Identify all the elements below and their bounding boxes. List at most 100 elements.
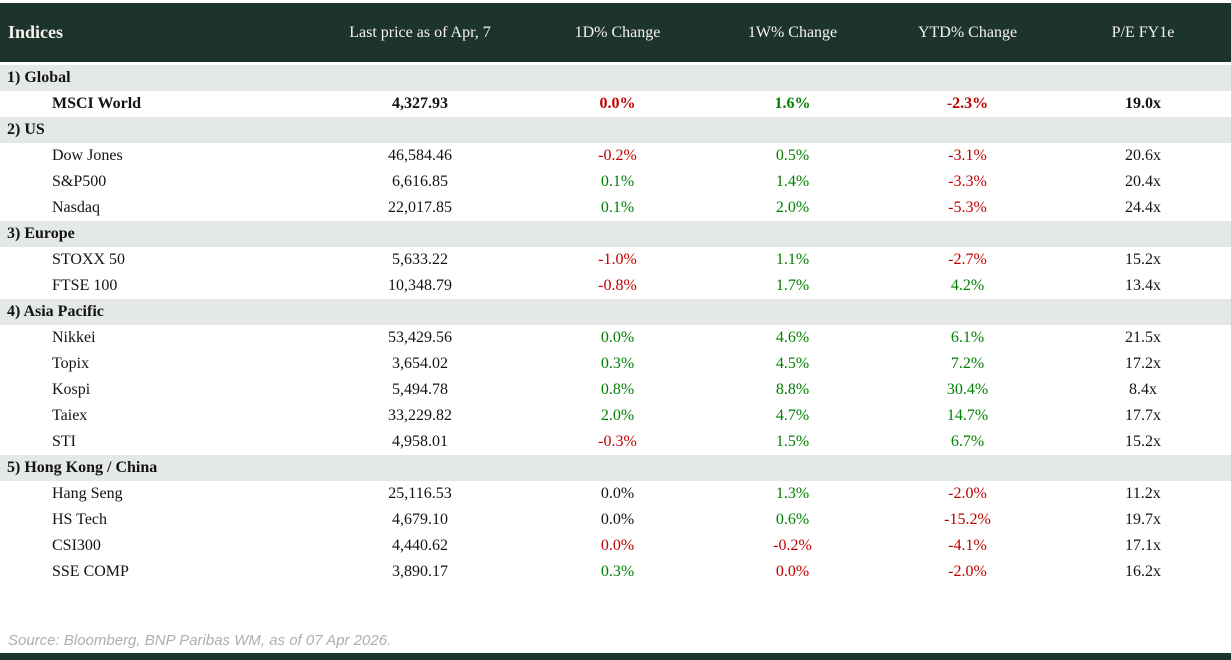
table-row: Nikkei 53,429.56 0.0% 4.6% 6.1% 21.5x bbox=[0, 325, 1231, 351]
index-name-cell: Dow Jones bbox=[52, 147, 123, 164]
column-header-pe-fy1e: P/E FY1e bbox=[1111, 23, 1175, 41]
section-header-row: 5) Hong Kong / China bbox=[0, 455, 1231, 481]
index-name-cell: SSE COMP bbox=[52, 563, 129, 580]
last-price-cell: 3,890.17 bbox=[392, 563, 448, 580]
table-title: Indices bbox=[8, 22, 64, 42]
last-price-cell: 5,633.22 bbox=[392, 251, 448, 268]
index-name-cell: MSCI World bbox=[52, 95, 142, 112]
w1-change-cell: 1.4% bbox=[775, 173, 810, 190]
w1-change-cell: 4.6% bbox=[775, 329, 810, 346]
index-name-cell: Topix bbox=[52, 355, 90, 372]
ytd-change-cell: -2.0% bbox=[948, 485, 987, 502]
column-header-last-price: Last price as of Apr, 7 bbox=[349, 23, 491, 41]
last-price-cell: 4,327.93 bbox=[392, 95, 448, 112]
ytd-change-cell: -2.3% bbox=[946, 95, 989, 112]
d1-change-cell: 0.0% bbox=[599, 95, 636, 112]
ytd-change-cell: 4.2% bbox=[950, 277, 985, 294]
d1-change-cell: 0.0% bbox=[600, 537, 635, 554]
d1-change-cell: -1.0% bbox=[598, 251, 637, 268]
section-header-row: 3) Europe bbox=[0, 221, 1231, 247]
w1-change-cell: 8.8% bbox=[775, 381, 810, 398]
w1-change-cell: 1.7% bbox=[775, 277, 810, 294]
pe-fy1e-cell: 21.5x bbox=[1125, 329, 1161, 346]
ytd-change-cell: 6.7% bbox=[950, 433, 985, 450]
index-name-cell: STI bbox=[52, 433, 76, 450]
last-price-cell: 22,017.85 bbox=[388, 199, 452, 216]
index-name-cell: CSI300 bbox=[52, 537, 101, 554]
d1-change-cell: 0.0% bbox=[600, 485, 635, 502]
last-price-cell: 46,584.46 bbox=[388, 147, 452, 164]
table-row: MSCI World 4,327.93 0.0% 1.6% -2.3% 19.0x bbox=[0, 91, 1231, 117]
w1-change-cell: -0.2% bbox=[773, 537, 812, 554]
index-name-cell: HS Tech bbox=[52, 511, 108, 528]
table-row: Topix 3,654.02 0.3% 4.5% 7.2% 17.2x bbox=[0, 351, 1231, 377]
d1-change-cell: 0.0% bbox=[600, 511, 635, 528]
w1-change-cell: 4.7% bbox=[775, 407, 810, 424]
table-row: Taiex 33,229.82 2.0% 4.7% 14.7% 17.7x bbox=[0, 403, 1231, 429]
w1-change-cell: 1.1% bbox=[775, 251, 810, 268]
ytd-change-cell: -2.7% bbox=[948, 251, 987, 268]
last-price-cell: 25,116.53 bbox=[388, 485, 452, 502]
ytd-change-cell: -2.0% bbox=[948, 563, 987, 580]
pe-fy1e-cell: 24.4x bbox=[1125, 199, 1161, 216]
last-price-cell: 6,616.85 bbox=[392, 173, 448, 190]
last-price-cell: 3,654.02 bbox=[392, 355, 448, 372]
source-attribution: Source: Bloomberg, BNP Paribas WM, as of… bbox=[8, 632, 392, 649]
ytd-change-cell: 30.4% bbox=[946, 381, 989, 398]
index-name-cell: FTSE 100 bbox=[52, 277, 118, 294]
table-row: Nasdaq 22,017.85 0.1% 2.0% -5.3% 24.4x bbox=[0, 195, 1231, 221]
w1-change-cell: 1.3% bbox=[775, 485, 810, 502]
w1-change-cell: 2.0% bbox=[775, 199, 810, 216]
index-name-cell: Taiex bbox=[52, 407, 88, 424]
d1-change-cell: 0.1% bbox=[600, 199, 635, 216]
column-header-1d-change: 1D% Change bbox=[574, 23, 661, 41]
w1-change-cell: 0.0% bbox=[775, 563, 810, 580]
table-row: Dow Jones 46,584.46 -0.2% 0.5% -3.1% 20.6x bbox=[0, 143, 1231, 169]
w1-change-cell: 0.6% bbox=[775, 511, 810, 528]
ytd-change-cell: 14.7% bbox=[946, 407, 989, 424]
index-name-cell: Hang Seng bbox=[52, 485, 123, 502]
last-price-cell: 53,429.56 bbox=[388, 329, 452, 346]
ytd-change-cell: -3.1% bbox=[948, 147, 987, 164]
index-name-cell: STOXX 50 bbox=[52, 251, 126, 268]
pe-fy1e-cell: 20.6x bbox=[1125, 147, 1161, 164]
table-row: HS Tech 4,679.10 0.0% 0.6% -15.2% 19.7x bbox=[0, 507, 1231, 533]
w1-change-cell: 1.5% bbox=[775, 433, 810, 450]
d1-change-cell: 0.0% bbox=[600, 329, 635, 346]
column-header-1w-change: 1W% Change bbox=[747, 23, 838, 41]
table-row: Kospi 5,494.78 0.8% 8.8% 30.4% 8.4x bbox=[0, 377, 1231, 403]
d1-change-cell: 0.3% bbox=[600, 563, 635, 580]
pe-fy1e-cell: 15.2x bbox=[1125, 433, 1161, 450]
index-name-cell: Nikkei bbox=[52, 329, 96, 346]
ytd-change-cell: -3.3% bbox=[948, 173, 987, 190]
section-header-row: 1) Global bbox=[0, 65, 1231, 91]
last-price-cell: 5,494.78 bbox=[392, 381, 448, 398]
d1-change-cell: 0.8% bbox=[600, 381, 635, 398]
section-header-row: 2) US bbox=[0, 117, 1231, 143]
d1-change-cell: 2.0% bbox=[600, 407, 635, 424]
ytd-change-cell: -5.3% bbox=[948, 199, 987, 216]
index-name-cell: Nasdaq bbox=[52, 199, 100, 216]
pe-fy1e-cell: 19.0x bbox=[1125, 95, 1161, 112]
w1-change-cell: 0.5% bbox=[775, 147, 810, 164]
table-row: FTSE 100 10,348.79 -0.8% 1.7% 4.2% 13.4x bbox=[0, 273, 1231, 299]
d1-change-cell: -0.8% bbox=[598, 277, 637, 294]
ytd-change-cell: 6.1% bbox=[950, 329, 985, 346]
pe-fy1e-cell: 8.4x bbox=[1129, 381, 1157, 398]
table-row: Hang Seng 25,116.53 0.0% 1.3% -2.0% 11.2x bbox=[0, 481, 1231, 507]
w1-change-cell: 4.5% bbox=[775, 355, 810, 372]
pe-fy1e-cell: 13.4x bbox=[1125, 277, 1161, 294]
d1-change-cell: 0.3% bbox=[600, 355, 635, 372]
last-price-cell: 10,348.79 bbox=[388, 277, 452, 294]
d1-change-cell: -0.3% bbox=[598, 433, 637, 450]
column-header-ytd-change: YTD% Change bbox=[917, 23, 1018, 41]
ytd-change-cell: -15.2% bbox=[944, 511, 991, 528]
table-row: STOXX 50 5,633.22 -1.0% 1.1% -2.7% 15.2x bbox=[0, 247, 1231, 273]
table-row: STI 4,958.01 -0.3% 1.5% 6.7% 15.2x bbox=[0, 429, 1231, 455]
pe-fy1e-cell: 17.2x bbox=[1125, 355, 1161, 372]
bottom-accent-bar bbox=[0, 653, 1231, 660]
table-row: SSE COMP 3,890.17 0.3% 0.0% -2.0% 16.2x bbox=[0, 559, 1231, 585]
pe-fy1e-cell: 15.2x bbox=[1125, 251, 1161, 268]
pe-fy1e-cell: 11.2x bbox=[1125, 485, 1161, 502]
